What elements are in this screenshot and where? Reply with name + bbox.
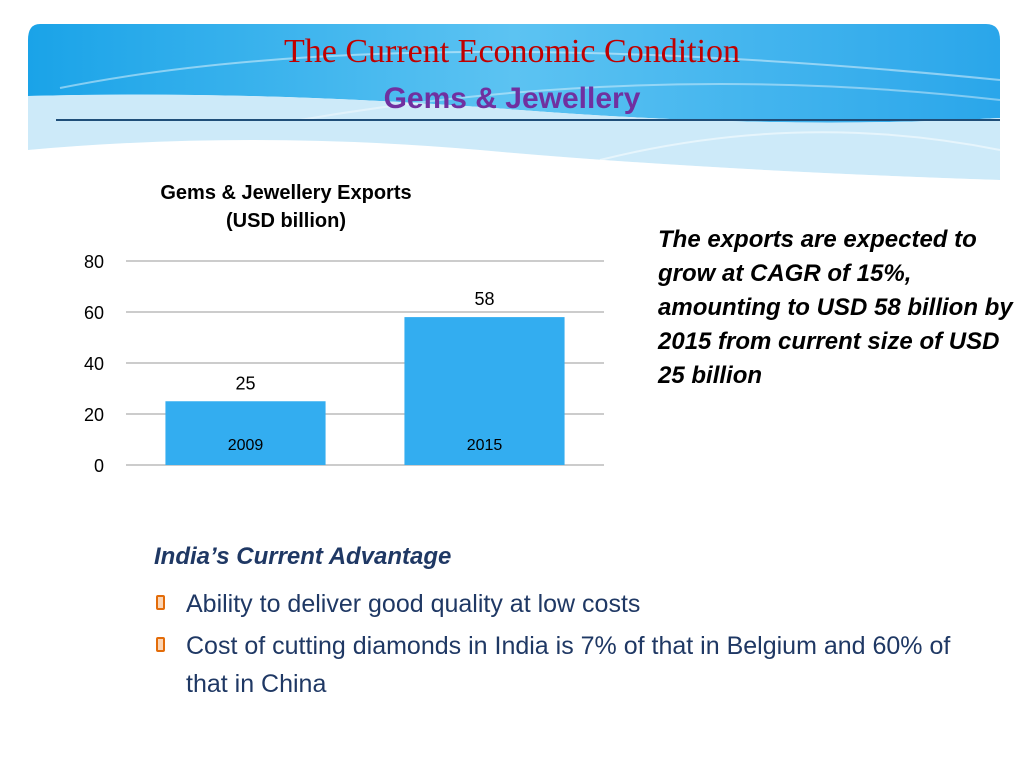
advantage-item: Ability to deliver good quality at low c… <box>150 585 980 623</box>
advantage-list: Ability to deliver good quality at low c… <box>150 585 980 707</box>
chart-title-line1: Gems & Jewellery Exports <box>160 182 411 204</box>
chart-title-line2: (USD billion) <box>226 210 346 232</box>
advantage-heading: India’s Current Advantage <box>154 543 452 570</box>
advantage-item: Cost of cutting diamonds in India is 7% … <box>150 627 980 703</box>
y-tick-label: 20 <box>84 405 104 425</box>
bar <box>165 401 326 465</box>
slide-subtitle: Gems & Jewellery <box>383 82 641 115</box>
chart-bars: 25 2009 58 2015 <box>165 289 565 465</box>
y-tick-label: 60 <box>84 303 104 323</box>
y-tick-label: 40 <box>84 354 104 374</box>
growth-callout: The exports are expected to grow at CAGR… <box>658 226 1013 389</box>
slide-title: The Current Economic Condition <box>283 33 741 70</box>
category-label: 2015 <box>467 437 503 454</box>
advantage-item-text: Cost of cutting diamonds in India is 7% … <box>186 632 951 698</box>
header-banner <box>0 0 1024 200</box>
y-tick-label: 0 <box>94 456 104 476</box>
bullet-icon <box>156 637 165 652</box>
title-divider <box>56 119 1000 121</box>
chart-gridlines: 0 20 40 60 80 <box>84 252 604 476</box>
bar <box>404 317 565 465</box>
bullet-icon <box>156 595 165 610</box>
bar-value-label: 25 <box>235 373 255 393</box>
exports-bar-chart: Gems & Jewellery Exports (USD billion) 0… <box>60 170 620 490</box>
bar-value-label: 58 <box>474 289 494 309</box>
y-tick-label: 80 <box>84 252 104 272</box>
category-label: 2009 <box>228 437 264 454</box>
advantage-item-text: Ability to deliver good quality at low c… <box>186 590 641 618</box>
